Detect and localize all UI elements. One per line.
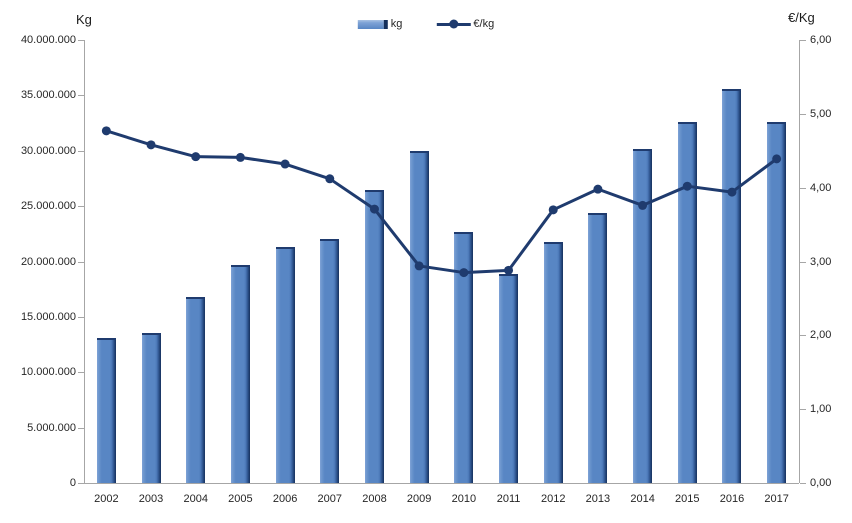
bar-2004 — [186, 296, 206, 483]
right-axis-tick — [800, 335, 806, 337]
left-axis-tick — [78, 95, 84, 97]
x-axis-label-2003: 2003 — [138, 493, 164, 505]
left-axis-tick — [78, 483, 84, 484]
legend-label-eur-per-kg: €/kg — [473, 18, 495, 30]
left-axis-tick-label: 30.000.000 — [20, 144, 76, 157]
bar-2013 — [588, 212, 608, 483]
right-axis-tick-label: 2,00 — [810, 329, 832, 342]
right-axis-tick-label: 5,00 — [810, 107, 832, 120]
bar-2008 — [364, 189, 384, 483]
line-marker-2003 — [146, 140, 156, 150]
x-axis-label-2005: 2005 — [228, 493, 253, 505]
left-axis-tick-label: 15.000.000 — [20, 310, 76, 323]
legend-label-kg: kg — [390, 18, 403, 30]
x-axis-label-2002: 2002 — [94, 493, 119, 505]
x-axis-label-2012: 2012 — [540, 493, 566, 505]
x-axis-label-2016: 2016 — [719, 493, 745, 505]
legend: kg €/kg — [357, 18, 494, 30]
bar-2017 — [767, 121, 787, 483]
bar-2003 — [141, 333, 161, 483]
x-axis-label-2013: 2013 — [585, 493, 611, 505]
bar-2002 — [96, 337, 116, 483]
left-axis-tick-label: 25.000.000 — [20, 200, 76, 213]
x-axis-label-2006: 2006 — [272, 493, 298, 505]
right-axis-tick-label: 0,00 — [810, 477, 832, 489]
bar-2014 — [633, 148, 653, 483]
x-axis-label-2008: 2008 — [362, 493, 387, 505]
x-axis-label-2017: 2017 — [764, 493, 789, 505]
left-axis-tick-label: 35.000.000 — [20, 89, 76, 102]
left-axis-tick — [78, 40, 84, 41]
line-marker-2005 — [235, 152, 245, 162]
right-axis-tick-label: 6,00 — [810, 34, 832, 46]
left-axis-tick — [78, 427, 84, 429]
line-marker-2007 — [325, 174, 335, 184]
right-axis-title: €/Kg — [788, 10, 815, 25]
legend-item-kg: kg — [357, 18, 403, 30]
left-axis-tick-label: 40.000.000 — [20, 34, 76, 46]
line-marker-2013 — [593, 184, 603, 194]
right-axis-tick — [800, 113, 806, 115]
left-axis-tick-label: 0 — [69, 477, 76, 489]
x-axis-label-2014: 2014 — [630, 493, 655, 505]
right-axis-tick — [800, 261, 806, 263]
bar-2012 — [543, 241, 563, 483]
x-axis-label-2015: 2015 — [675, 493, 700, 505]
right-axis-tick — [800, 483, 806, 484]
x-axis-label-2004: 2004 — [183, 493, 208, 505]
right-axis-tick-label: 4,00 — [810, 181, 832, 194]
x-axis-line — [84, 483, 799, 484]
x-axis-label-2010: 2010 — [451, 493, 477, 505]
left-axis-tick-label: 5.000.000 — [27, 421, 76, 434]
right-axis-tick — [800, 409, 806, 411]
bar-2007 — [320, 239, 340, 483]
left-axis-tick-label: 10.000.000 — [20, 366, 76, 379]
left-axis-tick-label: 20.000.000 — [20, 255, 76, 268]
x-axis-label-2011: 2011 — [496, 493, 521, 505]
left-axis-tick — [78, 372, 84, 374]
left-axis-tick — [78, 206, 84, 208]
x-axis-label-2009: 2009 — [406, 493, 432, 505]
right-axis-line — [799, 40, 800, 483]
legend-item-eur-per-kg: €/kg — [436, 18, 494, 30]
bar-2015 — [677, 121, 697, 483]
left-axis-tick — [78, 316, 84, 318]
left-axis-tick — [78, 150, 84, 152]
x-axis-label-2007: 2007 — [317, 493, 343, 505]
left-axis-title: Kg — [76, 12, 92, 27]
line-marker-2004 — [191, 152, 201, 162]
bar-2011 — [499, 273, 519, 483]
bar-2006 — [275, 247, 295, 483]
right-axis-tick-label: 1,00 — [810, 403, 832, 416]
line-marker-2002 — [101, 126, 111, 136]
bar-2005 — [230, 264, 250, 483]
right-axis-tick-label: 3,00 — [810, 255, 832, 268]
left-axis-line — [84, 40, 85, 483]
line-series-swatch-icon — [436, 19, 471, 29]
bar-2010 — [454, 231, 474, 483]
bar-series-swatch-icon — [357, 19, 388, 29]
right-axis-tick — [800, 40, 806, 41]
line-marker-2012 — [548, 205, 558, 215]
right-axis-tick — [800, 187, 806, 189]
eur-per-kg-line — [105, 129, 778, 275]
left-axis-tick — [78, 261, 84, 263]
bar-2016 — [722, 88, 742, 483]
bar-2009 — [409, 150, 429, 483]
line-marker-2006 — [280, 159, 290, 169]
